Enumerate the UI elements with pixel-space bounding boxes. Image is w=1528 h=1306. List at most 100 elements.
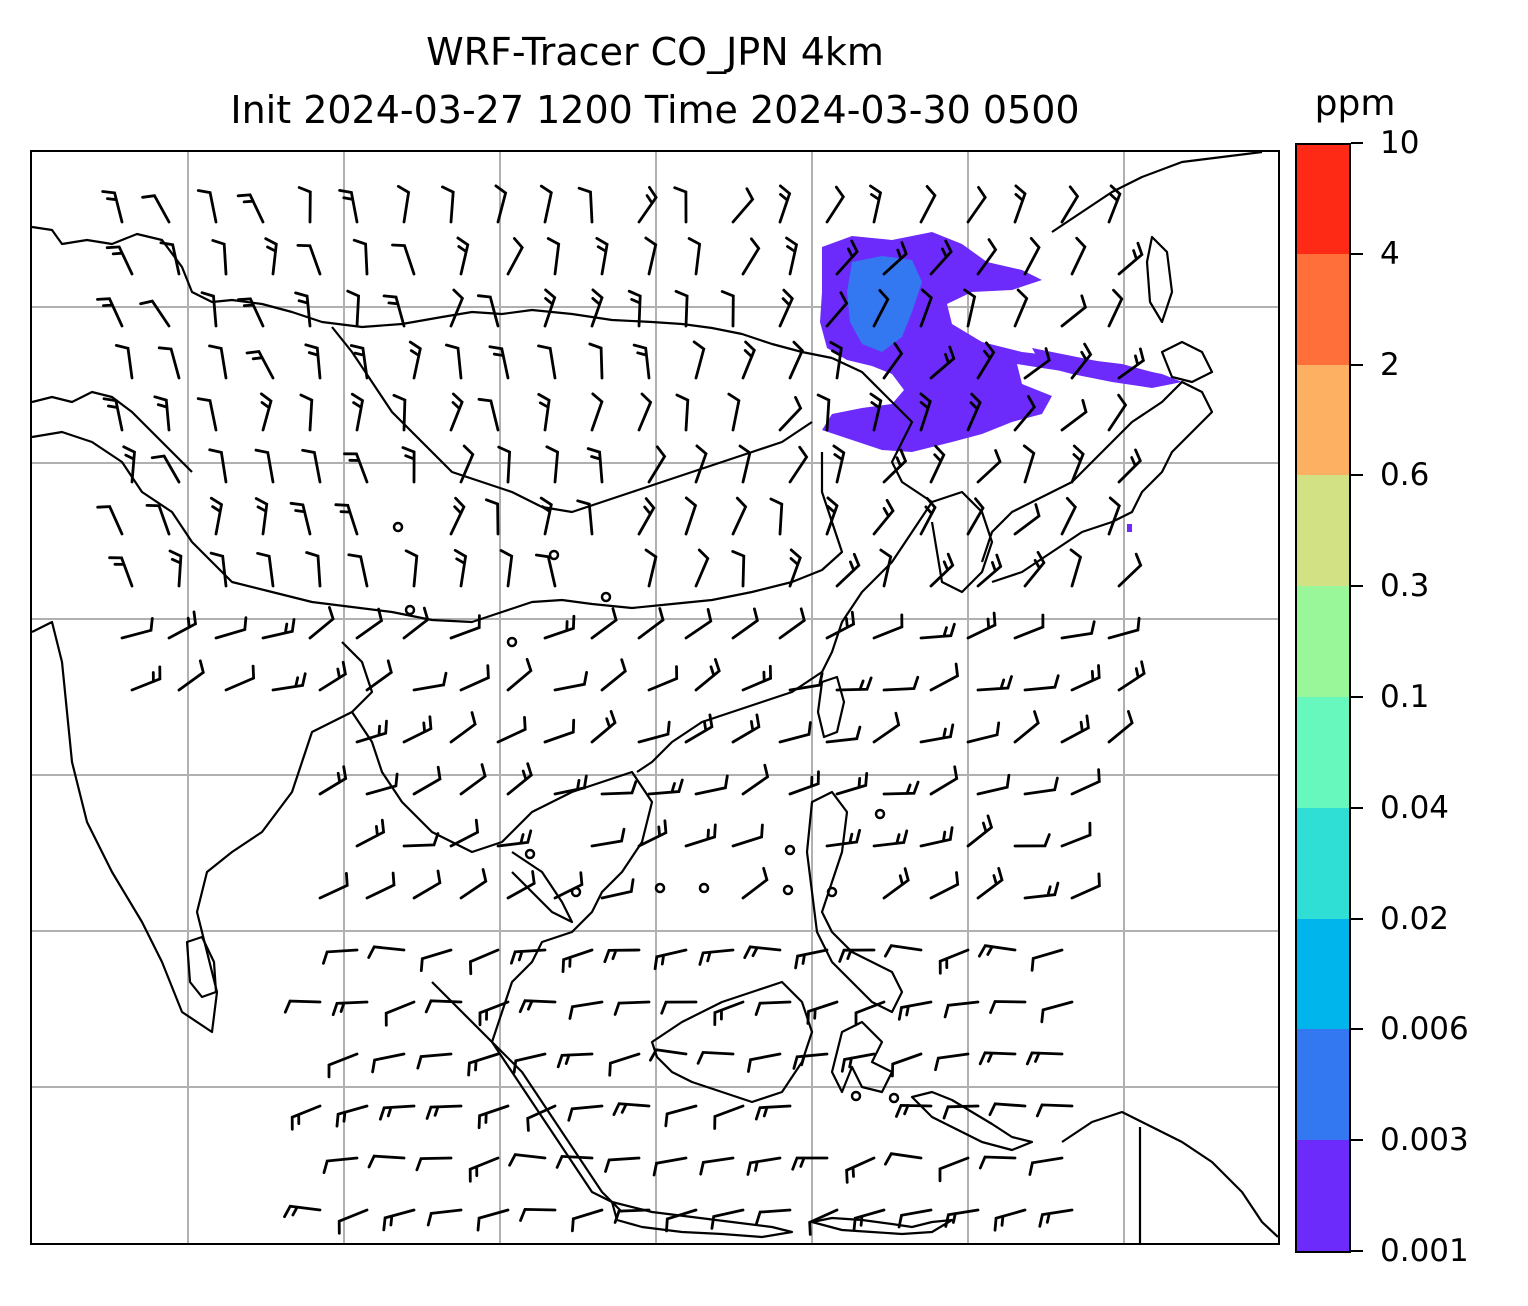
wind-barb (934, 1052, 970, 1072)
wind-barb (944, 1208, 980, 1228)
wind-barb (208, 344, 228, 380)
wind-barb (627, 289, 642, 328)
wind-barb (122, 445, 136, 484)
wind-barb (1023, 776, 1059, 796)
wind-barbs (96, 184, 1146, 1236)
wind-barb (120, 617, 154, 640)
wind-barb (1040, 1000, 1074, 1024)
wind-barb (371, 1052, 406, 1074)
wind-barb (741, 237, 761, 276)
wind-barb (747, 1052, 782, 1073)
colorbar-segment (1297, 697, 1349, 809)
wind-barb (318, 660, 347, 692)
colorbar-tick-label: 0.04 (1380, 789, 1450, 826)
colorbar-segment (1297, 918, 1349, 1031)
coastline-philippines (805, 790, 904, 1014)
wind-barb (1107, 184, 1122, 224)
wind-barb (401, 446, 416, 484)
wind-barb (674, 289, 689, 328)
wind-barb (938, 948, 970, 975)
wind-barb (976, 341, 996, 380)
wind-barb (838, 948, 876, 963)
wind-barb (496, 716, 527, 744)
colorbar-tick-label: 0.1 (1380, 679, 1430, 715)
wind-barb (396, 184, 411, 224)
wind-barb (459, 664, 490, 692)
wind-barb (96, 297, 124, 328)
wind-barb (1070, 664, 1101, 692)
wind-barb (966, 611, 997, 640)
wind-barb (1069, 548, 1083, 588)
wind-barb (895, 1103, 933, 1118)
wind-barb (1070, 236, 1087, 276)
wind-barb (590, 288, 604, 328)
coastline-new-guinea (1061, 1110, 1278, 1238)
wind-barb (545, 445, 560, 484)
wind-barb (1060, 185, 1080, 224)
wind-barb (506, 870, 536, 900)
wind-barb (1035, 1103, 1074, 1118)
wind-barb (1023, 237, 1041, 276)
wind-barb (346, 289, 361, 328)
wind-barb (897, 1000, 933, 1021)
wind-barb (590, 392, 604, 432)
wind-barb (543, 718, 576, 744)
calm-wind-circle (524, 848, 536, 860)
wind-barb (1013, 710, 1040, 744)
plume-speck (1127, 524, 1132, 532)
wind-barb (929, 871, 960, 900)
coastline-taiwan (816, 675, 846, 739)
wind-barb (1070, 444, 1085, 484)
wind-barb (496, 829, 533, 848)
wind-barb (613, 1208, 651, 1224)
coastline-india (32, 620, 374, 1034)
wind-barb (882, 342, 904, 380)
wind-barb (1060, 399, 1088, 432)
wind-barb (684, 496, 698, 536)
coastline-hokkaido (1160, 340, 1214, 384)
wind-barb (1060, 294, 1088, 328)
wind-barb (350, 392, 365, 432)
wind-barb (1107, 496, 1121, 536)
wind-barb (976, 449, 1002, 484)
colorbar-tick-label: 4 (1380, 235, 1400, 272)
coastline-himalaya (32, 430, 844, 624)
wind-barb (637, 186, 658, 224)
wind-barb (305, 551, 322, 588)
wind-barb (835, 676, 873, 692)
wind-barb (590, 710, 617, 744)
wind-barb (290, 1104, 322, 1131)
wind-barb (731, 607, 759, 640)
wind-barb (114, 344, 134, 380)
wind-barb (209, 551, 228, 588)
wind-barb (477, 397, 500, 432)
calm-wind-circle (850, 1090, 862, 1102)
map-panel[interactable] (30, 150, 1280, 1245)
wind-barb (289, 501, 312, 536)
wind-barb (600, 780, 638, 796)
wind-barb (177, 659, 205, 692)
wind-barb (1060, 821, 1092, 848)
coastline-sumatra (431, 981, 623, 1213)
wind-barb (1025, 1051, 1064, 1066)
wind-barb (449, 496, 466, 536)
wind-barb (647, 445, 667, 484)
wind-barb (254, 448, 275, 484)
coastline-sulawesi (830, 1020, 894, 1094)
wind-barb (555, 1154, 594, 1169)
wind-barb (415, 1156, 453, 1172)
wind-barb (318, 872, 349, 900)
wind-barb (402, 832, 440, 848)
wind-barb (535, 553, 557, 588)
colorbar-tick-label: 0.003 (1380, 1122, 1469, 1159)
wind-barb (567, 1104, 604, 1122)
wind-barb (978, 1155, 1017, 1170)
calm-wind-circle (654, 882, 666, 894)
colorbar-tick (1351, 806, 1363, 809)
wind-barb (449, 614, 481, 640)
colorbar-tick-label: 2 (1380, 346, 1400, 383)
wind-barb (590, 827, 626, 848)
wind-barb (318, 765, 348, 796)
wind-barb (426, 1208, 463, 1227)
wind-barb (485, 498, 500, 536)
